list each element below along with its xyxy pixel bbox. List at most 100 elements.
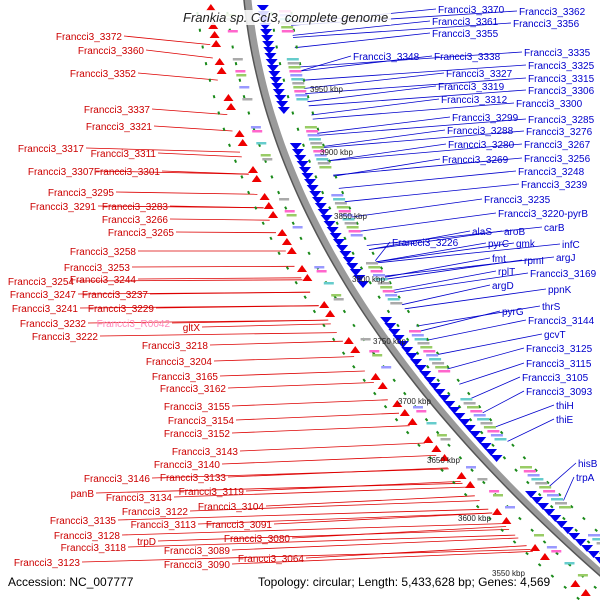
minus-strand-arrow: [388, 329, 401, 336]
feature-stripe: [292, 82, 305, 85]
right-connector: [549, 462, 577, 487]
feature-stripe: [420, 346, 433, 349]
feature-stripe: [372, 354, 383, 357]
gene-label: Francci3_3247: [10, 290, 77, 301]
gene-label: Francci3_3122: [122, 507, 189, 518]
gene-label: carB: [544, 223, 565, 234]
feature-stripe: [546, 546, 557, 549]
minus-strand-arrow: [353, 275, 366, 282]
gene-label: Francci3_3307: [28, 167, 95, 178]
right-connector: [436, 333, 543, 356]
feature-stripe: [250, 126, 261, 129]
feature-stripe: [252, 130, 263, 133]
kbp-tick: 3700 kbp: [398, 397, 431, 406]
gene-label: Francci3_3295: [48, 188, 115, 199]
track-guide: [268, 0, 600, 554]
left-connector: [95, 170, 249, 175]
minus-strand-arrow: [306, 185, 319, 192]
left-connector: [201, 323, 331, 328]
feature-stripe: [333, 298, 344, 301]
feature-stripe: [577, 574, 588, 577]
left-connector: [245, 481, 461, 492]
plus-strand-arrow: [302, 274, 313, 281]
gene-label: rpmI: [524, 256, 544, 267]
feature-stripe: [413, 406, 423, 409]
feature-stripe: [292, 226, 303, 229]
feature-stripe: [592, 538, 600, 541]
plus-strand-arrow: [226, 103, 237, 110]
feature-stripe: [333, 198, 346, 201]
minus-strand-arrow: [396, 341, 409, 348]
feature-stripe: [377, 282, 390, 285]
feature-stripe: [236, 74, 247, 77]
feature-stripe: [520, 466, 532, 469]
left-connector: [157, 152, 242, 158]
feature-stripe: [316, 158, 329, 161]
feature-stripe: [317, 162, 330, 165]
feature-stripe: [555, 502, 567, 505]
left-connector: [157, 529, 510, 542]
gene-label: thiE: [556, 415, 574, 426]
gene-label: Francci3_3143: [172, 447, 239, 458]
feature-stripe: [316, 270, 327, 273]
kbp-tick: 3550 kbp: [492, 569, 525, 578]
left-connector: [127, 534, 516, 548]
feature-stripe: [314, 154, 327, 157]
right-connector: [416, 305, 541, 327]
minus-strand-arrow: [384, 323, 397, 330]
feature-stripe: [296, 98, 309, 101]
plus-strand-arrow: [343, 337, 354, 344]
gene-label: Francci3_3258: [70, 247, 137, 258]
feature-stripe: [559, 506, 571, 509]
right-connector: [470, 376, 521, 399]
right-connector: [317, 116, 451, 134]
right-connector: [494, 404, 555, 428]
plus-strand-arrow: [216, 67, 227, 74]
feature-stripe: [381, 366, 392, 369]
plus-strand-arrow: [268, 211, 279, 218]
gene-label: Francci3_3089: [164, 546, 231, 557]
feature-stripe: [493, 494, 503, 497]
plus-strand-arrow: [530, 544, 541, 551]
plus-strand-arrow: [439, 454, 450, 461]
gene-label: pyrC: [488, 239, 509, 250]
minus-strand-arrow: [262, 41, 275, 48]
minus-strand-arrow: [448, 407, 461, 414]
minus-strand-arrow: [468, 431, 481, 438]
right-connector: [312, 102, 515, 120]
feature-stripe: [390, 302, 403, 305]
left-connector: [219, 370, 365, 377]
feature-stripe: [411, 334, 424, 337]
feature-stripe: [487, 430, 500, 433]
feature-stripe: [527, 474, 540, 477]
gene-label: Francci3_3105: [522, 373, 589, 384]
gene-label: Francci3_3266: [102, 215, 169, 226]
kbp-tick-labels: 3950 kbp 3900 kbp 3850 kbp 3800 kbp 3750…: [310, 85, 525, 578]
left-connector: [99, 332, 337, 337]
minus-strand-arrow: [265, 59, 278, 66]
minus-strand-arrow: [574, 539, 587, 546]
feature-stripe: [331, 294, 342, 297]
feature-stripe: [368, 266, 381, 269]
feature-stripe: [414, 338, 427, 341]
feature-stripe: [232, 58, 243, 61]
minus-strand-arrow: [346, 263, 359, 270]
genome-backbone: [244, 0, 600, 577]
minus-strand-arrow: [549, 515, 562, 522]
minus-strand-arrow: [356, 281, 369, 288]
feature-stripe: [539, 486, 552, 489]
feature-stripe: [260, 154, 271, 157]
right-connector: [333, 157, 523, 176]
left-connector: [137, 277, 302, 280]
gene-label: Francci3_3325: [528, 61, 595, 72]
minus-strand-arrow: [490, 455, 503, 462]
plus-strand-arrow: [377, 382, 388, 389]
feature-stripe: [284, 210, 295, 213]
feature-stripe: [342, 218, 355, 221]
left-connector: [227, 467, 448, 478]
gene-label: Francci3_3288: [447, 126, 514, 137]
gene-label: Francci3_3299: [452, 113, 519, 124]
right-connector: [327, 143, 447, 162]
gene-label: Francci3_3128: [54, 531, 121, 542]
feature-stripe: [416, 410, 427, 413]
